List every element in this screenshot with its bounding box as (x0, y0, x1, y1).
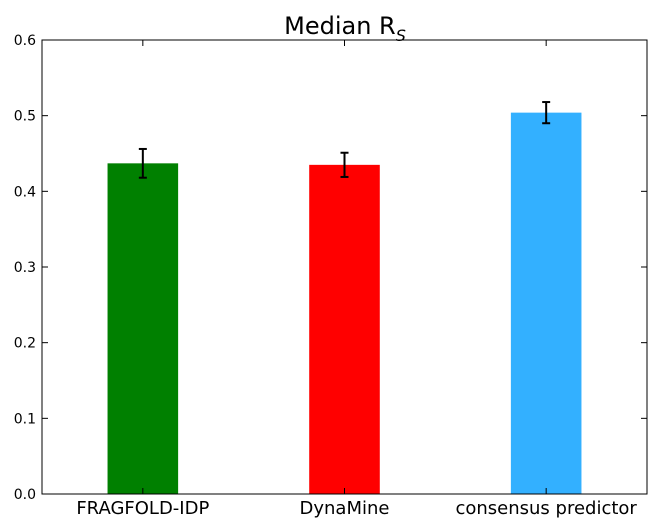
x-tick-label: DynaMine (300, 498, 390, 519)
error-bars-group (138, 101, 551, 179)
error-bar (138, 147, 147, 179)
chart-title-subscript: S (396, 26, 406, 45)
y-axis: 0.0 0.1 0.2 0.3 0.4 0.5 0.6 (14, 33, 647, 503)
bar (510, 112, 582, 494)
x-axis: FRAGFOLD-IDP DynaMine consensus predictor (76, 40, 637, 519)
bars-group (107, 112, 582, 494)
chart-title: Median RS (284, 12, 406, 45)
x-tick-label: FRAGFOLD-IDP (76, 498, 209, 519)
y-tick-label: 0.5 (14, 109, 36, 125)
y-tick-label: 0.3 (14, 260, 36, 276)
error-bar (340, 151, 349, 178)
chart-title-main: Median R (284, 12, 396, 40)
x-tick-label: consensus predictor (455, 498, 637, 519)
y-tick-label: 0.6 (14, 33, 36, 49)
y-tick-label: 0.0 (14, 487, 36, 503)
bar (107, 163, 179, 494)
y-tick-label: 0.4 (14, 184, 36, 200)
bar (309, 164, 380, 494)
y-tick-label: 0.1 (14, 411, 36, 427)
error-bar (542, 101, 551, 125)
y-tick-label: 0.2 (14, 336, 36, 352)
